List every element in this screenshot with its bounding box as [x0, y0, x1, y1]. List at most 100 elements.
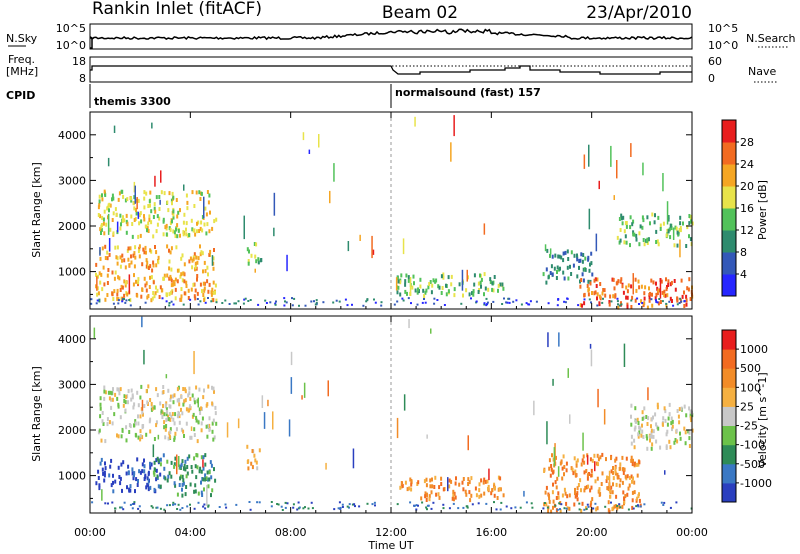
scatter-cell: [150, 209, 153, 214]
scatter-cell: [643, 406, 646, 411]
scatter-cell: [249, 508, 252, 511]
scatter-cell: [99, 396, 102, 401]
scatter-cell: [480, 493, 483, 498]
scatter-cell: [212, 437, 215, 442]
scatter-cell: [593, 278, 596, 283]
colorbar-tick-label: 25: [740, 400, 754, 413]
scatter-cell: [135, 211, 138, 216]
scatter-cell: [314, 303, 317, 306]
scatter-cell: [127, 464, 130, 469]
scatter-cell: [120, 222, 122, 227]
scatter-cell: [583, 298, 586, 301]
scatter-cell: [676, 409, 679, 413]
scatter-cell: [679, 436, 682, 441]
scatter-cell: [610, 300, 613, 303]
scatter-cell: [125, 299, 128, 302]
scatter-cell: [122, 508, 125, 511]
scatter-streak: [594, 461, 596, 472]
scatter-cell: [127, 470, 130, 475]
scatter-cell: [662, 504, 665, 506]
scatter-cell: [174, 412, 177, 417]
scatter-cell: [665, 444, 668, 449]
scatter-cell: [106, 293, 109, 297]
scatter-streak: [157, 434, 160, 440]
freq-right-tick-bottom: 0: [708, 72, 715, 85]
scatter-cell: [169, 394, 172, 399]
scatter-cell: [586, 476, 589, 481]
scatter-cell: [550, 509, 553, 514]
scatter-cell: [159, 507, 162, 510]
scatter-cell: [423, 298, 425, 300]
scatter-cell: [112, 489, 115, 494]
scatter-cell: [96, 299, 99, 302]
scatter-cell: [584, 267, 587, 272]
scatter-cell: [655, 229, 658, 234]
scatter-cell: [257, 303, 260, 306]
scatter-cell: [135, 207, 137, 212]
scatter-cell: [587, 279, 590, 284]
scatter-cell: [182, 481, 185, 486]
scatter-cell: [617, 279, 620, 284]
scatter-cell: [150, 220, 153, 225]
scatter-streak: [152, 444, 155, 458]
scatter-cell: [430, 507, 433, 510]
scatter-cell: [145, 264, 148, 269]
y-tick-label: 2000: [58, 220, 86, 233]
scatter-cell: [579, 279, 581, 284]
scatter-cell: [588, 298, 591, 301]
scatter-cell: [669, 296, 672, 301]
scatter-cell: [291, 297, 293, 300]
scatter-cell: [143, 196, 146, 201]
scatter-cell: [208, 477, 211, 482]
scatter-cell: [118, 191, 121, 196]
scatter-streak: [372, 249, 375, 255]
scatter-cell: [584, 256, 587, 261]
scatter-cell: [380, 301, 383, 304]
scatter-cell: [620, 213, 623, 218]
scatter-cell: [664, 409, 667, 414]
scatter-cell: [158, 195, 161, 199]
scatter-cell: [337, 507, 340, 510]
scatter-cell: [637, 494, 640, 499]
scatter-cell: [483, 272, 486, 277]
scatter-cell: [146, 228, 148, 233]
scatter-cell: [580, 252, 583, 257]
scatter-cell: [560, 503, 563, 506]
scatter-cell: [138, 505, 141, 508]
scatter-cell: [634, 461, 636, 466]
scatter-cell: [178, 414, 181, 419]
scatter-cell: [195, 415, 198, 420]
scatter-cell: [649, 221, 651, 226]
scatter-cell: [645, 434, 648, 439]
scatter-cell: [583, 292, 586, 297]
scatter-streak: [176, 454, 178, 475]
scatter-cell: [173, 421, 176, 426]
scatter-cell: [632, 230, 635, 235]
scatter-cell: [211, 488, 214, 493]
scatter-cell: [193, 282, 196, 287]
x-axis: 00:00 04:00 08:00 12:00 16:00 20:00 00:00: [74, 112, 708, 539]
scatter-cell: [168, 504, 171, 507]
scatter-cell: [198, 229, 201, 233]
scatter-cell: [119, 476, 122, 481]
scatter-cell: [450, 282, 453, 287]
scatter-streak: [553, 447, 556, 467]
scatter-cell: [673, 440, 676, 445]
scatter-streak: [595, 233, 598, 252]
scatter-cell: [95, 262, 98, 267]
scatter-cell: [129, 304, 132, 307]
scatter-cell: [598, 301, 601, 306]
scatter-streak: [147, 478, 150, 485]
x-tick-label: 00:00: [676, 526, 708, 539]
scatter-cell: [250, 461, 253, 466]
scatter-cell: [548, 493, 550, 498]
scatter-cell: [157, 484, 160, 489]
colorbar-swatch: [722, 349, 736, 369]
scatter-cell: [546, 248, 549, 253]
scatter-cell: [568, 493, 571, 498]
scatter-cell: [103, 189, 106, 194]
scatter-cell: [109, 390, 112, 395]
scatter-cell: [237, 300, 240, 303]
scatter-cell: [186, 471, 189, 476]
scatter-cell: [202, 281, 205, 286]
